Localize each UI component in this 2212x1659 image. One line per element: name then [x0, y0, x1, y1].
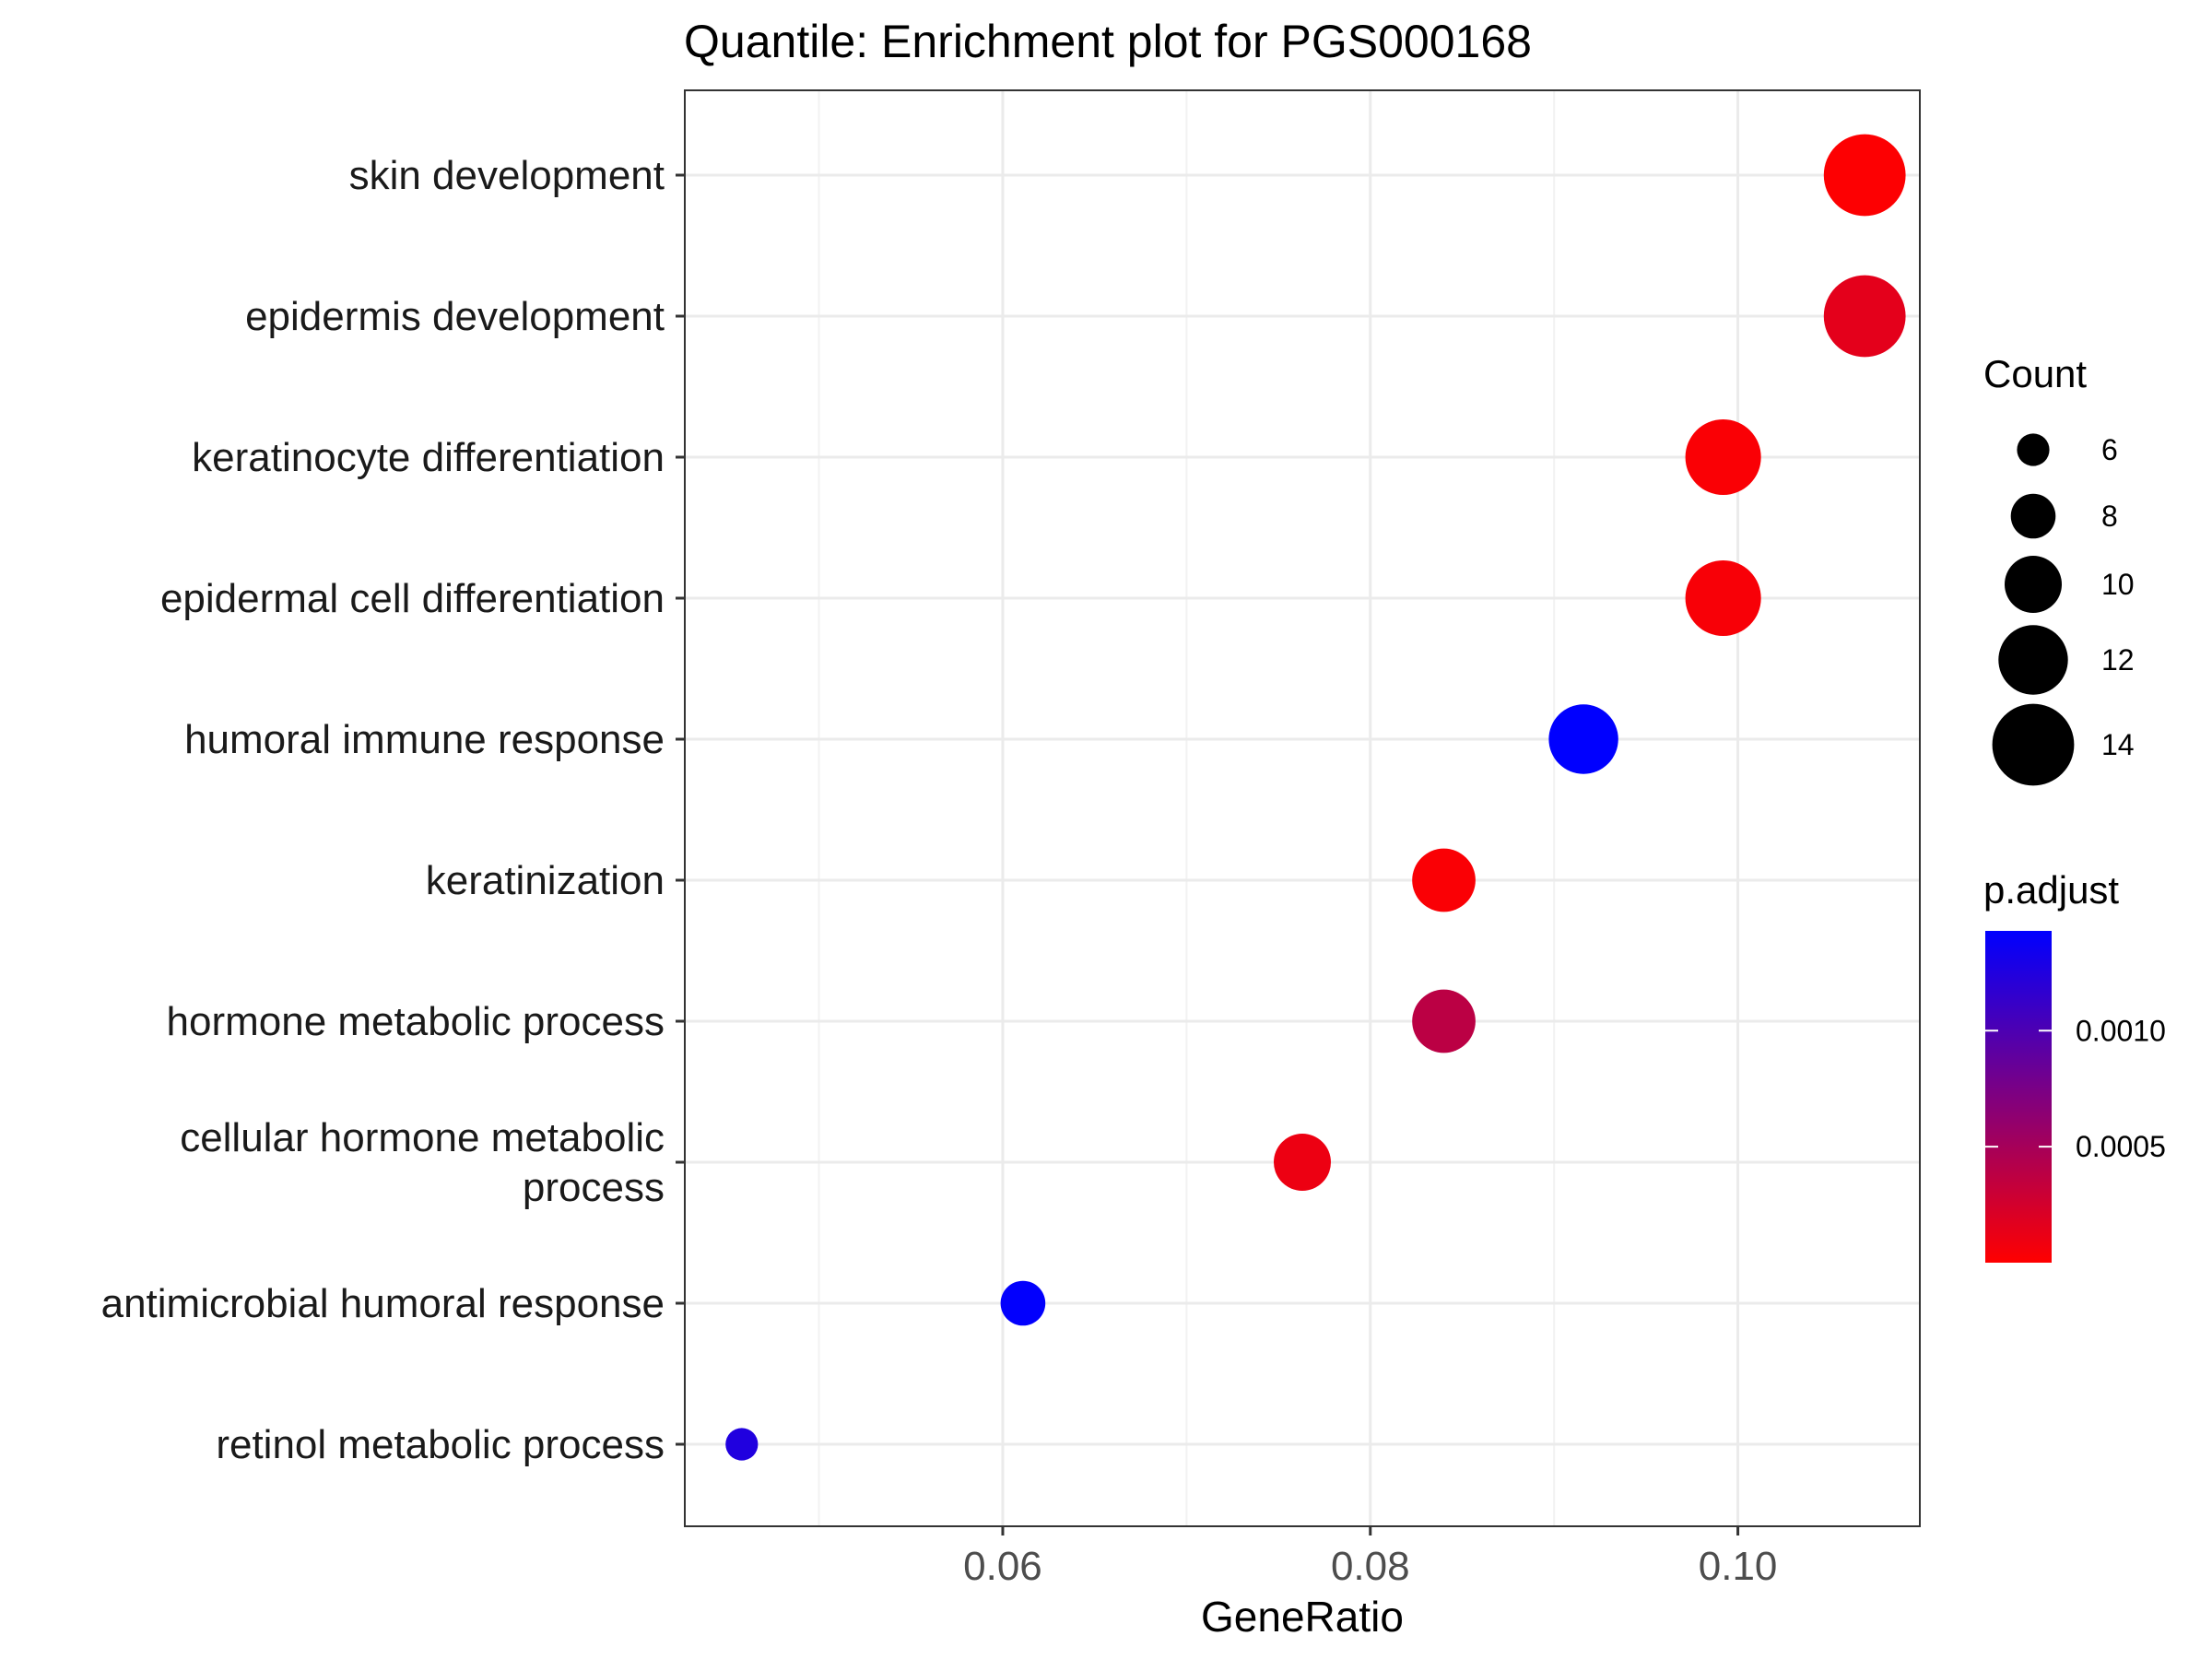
colorbar-tick-label: 0.0010 [2076, 1014, 2166, 1047]
y-axis: skin development epidermis development ker… [101, 153, 685, 1467]
y-tick-label: skin development [349, 153, 665, 198]
x-axis: 0.06 0.08 0.10 [963, 1526, 1777, 1589]
count-legend-label: 6 [2101, 433, 2118, 466]
y-tick-label: keratinization [426, 858, 665, 903]
x-tick-label: 0.10 [1699, 1544, 1778, 1589]
data-point [1000, 1280, 1046, 1326]
colorbar-tick-label: 0.0005 [2076, 1130, 2166, 1163]
data-point [1685, 418, 1761, 496]
data-point [1412, 989, 1476, 1053]
count-legend-key [2017, 433, 2050, 466]
data-point [1274, 1134, 1331, 1191]
y-tick-label: antimicrobial humoral response [101, 1281, 665, 1326]
count-legend-label: 14 [2101, 728, 2135, 761]
data-point [1685, 559, 1761, 637]
p-adjust-legend: p.adjust 0.0005 0.0010 [1983, 868, 2166, 1263]
x-tick-label: 0.08 [1331, 1544, 1410, 1589]
p-adjust-legend-title: p.adjust [1983, 868, 2119, 912]
y-tick-label: retinol metabolic process [216, 1422, 665, 1467]
y-tick-label: cellular hormone metabolic process [180, 1115, 665, 1210]
data-point [1823, 275, 1906, 358]
count-legend-key [1998, 625, 2068, 695]
x-axis-title: GeneRatio [1201, 1593, 1404, 1641]
y-tick-label: humoral immune response [184, 717, 665, 762]
data-point [725, 1428, 759, 1461]
y-tick-label: epidermis development [245, 294, 665, 339]
x-tick-label: 0.06 [963, 1544, 1042, 1589]
count-legend-label: 12 [2101, 643, 2135, 677]
count-legend-key [1992, 703, 2075, 786]
count-legend-key [2010, 493, 2056, 539]
data-point [1412, 848, 1476, 912]
count-legend-title: Count [1983, 352, 2087, 395]
y-tick-label: hormone metabolic process [167, 999, 665, 1044]
plot-background [685, 90, 1920, 1526]
data-point [1823, 134, 1906, 217]
count-legend-label: 10 [2101, 568, 2135, 601]
count-legend: Count 6 8 10 12 14 [1983, 352, 2135, 786]
data-point [1548, 704, 1618, 774]
p-adjust-colorbar [1985, 931, 2052, 1263]
grid-layer [685, 90, 1920, 1526]
y-tick-label: keratinocyte differentiation [192, 435, 665, 480]
plot-panel-border [684, 89, 1921, 1527]
y-tick-label: epidermal cell differentiation [160, 576, 665, 621]
points-layer [725, 134, 1906, 1461]
count-legend-key [2005, 556, 2062, 613]
count-legend-label: 8 [2101, 500, 2118, 533]
chart-title: Quantile: Enrichment plot for PGS000168 [684, 16, 1532, 67]
